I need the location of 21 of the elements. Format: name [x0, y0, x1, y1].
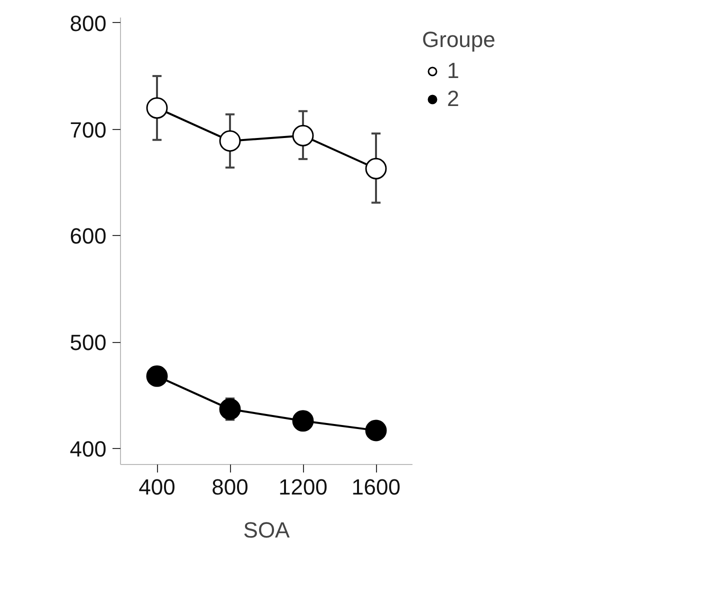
- legend-title: Groupe: [422, 27, 496, 53]
- point: [292, 124, 314, 146]
- point: [219, 130, 241, 152]
- y-tick-label: 600: [70, 224, 107, 249]
- x-tick-label: 800: [212, 474, 248, 500]
- y-tick-label: 500: [70, 330, 107, 356]
- y-tick-label: 400: [70, 436, 107, 462]
- y-tick-label: 700: [70, 117, 107, 142]
- point: [292, 410, 314, 432]
- legend-label: 2: [447, 86, 460, 112]
- point: [365, 420, 387, 442]
- x-tick-label: 1200: [278, 474, 328, 500]
- point: [146, 365, 168, 387]
- legend-label: 1: [447, 58, 460, 84]
- x-tick-label: 1600: [352, 474, 400, 500]
- point: [146, 97, 168, 119]
- x-axis-title: SOA: [243, 518, 290, 542]
- x-tick-label: 400: [138, 474, 176, 500]
- y-tick-label: 800: [70, 10, 107, 36]
- point: [365, 158, 387, 180]
- point: [219, 398, 241, 420]
